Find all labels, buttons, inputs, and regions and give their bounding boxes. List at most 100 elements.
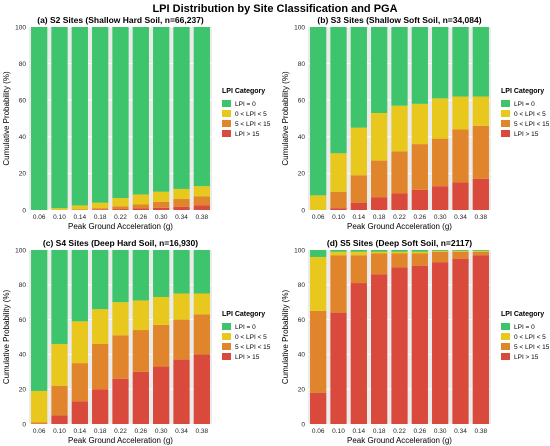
bar-segment: [452, 250, 469, 251]
bar-segment: [31, 422, 48, 424]
y-tick-label: 40: [19, 352, 27, 359]
bar-segment: [391, 251, 408, 254]
x-tick-label: 0.10: [53, 214, 66, 221]
legend-swatch: [501, 323, 510, 330]
panel-c: 0 20 40 60 80 100 0.06 0.10 0.14 0.18 0.22 0.26 0.30…: [2, 238, 271, 445]
bar-segment: [132, 330, 149, 372]
bar-segment: [132, 194, 149, 205]
bar-segment: [411, 27, 428, 104]
y-tick-label: 80: [19, 282, 27, 289]
x-axis-label: Peak Ground Acceleration (g): [68, 436, 173, 445]
bar-segment: [92, 208, 109, 210]
bar-segment: [452, 96, 469, 130]
bar-segment: [132, 204, 149, 209]
legend-entry: 0 < LPI < 5: [235, 111, 267, 118]
legend-swatch: [222, 343, 231, 350]
bar-segment: [153, 207, 170, 210]
x-tick-label: 0.30: [434, 428, 447, 435]
x-tick-label: 0.38: [475, 428, 488, 435]
bar-segment: [173, 319, 190, 360]
bar-segment: [71, 209, 88, 210]
x-tick-label: 0.18: [94, 428, 107, 435]
legend-entry: 5 < LPI < 15: [235, 121, 271, 128]
bar-segment: [452, 258, 469, 424]
bar-segment: [391, 105, 408, 152]
bar-segment: [330, 312, 347, 424]
y-tick-label: 80: [19, 61, 27, 68]
panel-a: 0 20 40 60 80 100 0.06 0.10 0.14 0.18 0.22 0.26 0.30…: [2, 15, 271, 231]
bar-segment: [411, 265, 428, 424]
bar-segment: [51, 208, 68, 210]
panel-d: 0 20 40 60 80 100 0.06 0.10 0.14 0.18 0.22 0.26 0.30…: [281, 238, 550, 445]
bar-segment: [132, 27, 149, 195]
y-tick-label: 20: [298, 171, 306, 178]
bar-segment: [472, 125, 489, 179]
bar-segment: [452, 129, 469, 183]
bar-segment: [173, 250, 190, 294]
bar-segment: [193, 250, 210, 294]
bar-segment: [31, 390, 48, 423]
bar-segment: [173, 188, 190, 200]
legend-swatch: [222, 333, 231, 340]
bar-segment: [350, 283, 367, 424]
bar-segment: [153, 201, 170, 208]
bar-segment: [71, 363, 88, 402]
bar-segment: [132, 250, 149, 301]
bar-segment: [132, 300, 149, 331]
bar-segment: [432, 250, 449, 252]
bar-segment: [92, 343, 109, 390]
x-tick-label: 0.14: [353, 428, 366, 435]
legend-swatch: [222, 110, 231, 117]
panel-title: (b) S3 Sites (Shallow Soft Soil, n=34,08…: [317, 15, 481, 25]
legend-entry: LPI > 15: [514, 131, 539, 138]
bar-segment: [153, 324, 170, 367]
bar-segment: [371, 160, 388, 198]
bar-segment: [371, 274, 388, 424]
x-tick-label: 0.26: [135, 428, 148, 435]
y-tick-label: 40: [298, 134, 306, 141]
bar-segment: [173, 27, 190, 189]
legend-entry: 0 < LPI < 5: [514, 111, 546, 118]
bar-segment: [51, 27, 68, 209]
x-tick-label: 0.06: [312, 214, 325, 221]
legend-entry: LPI > 15: [514, 354, 539, 361]
x-tick-label: 0.22: [393, 428, 406, 435]
bar-segment: [330, 251, 347, 256]
x-tick-label: 0.10: [332, 214, 345, 221]
bar-segment: [153, 366, 170, 424]
bar-segment: [371, 197, 388, 210]
bar-segment: [51, 385, 68, 416]
bar-segment: [92, 202, 109, 209]
y-axis-label: Cumulative Probability (%): [281, 290, 290, 385]
x-tick-label: 0.30: [155, 428, 168, 435]
bar-segment: [330, 255, 347, 313]
bar-segment: [51, 343, 68, 386]
x-tick-label: 0.06: [33, 214, 46, 221]
bar-segment: [310, 310, 327, 393]
legend-entry: 5 < LPI < 15: [514, 344, 550, 351]
bar-segment: [452, 182, 469, 210]
bar-segment: [472, 27, 489, 97]
y-tick-label: 60: [298, 98, 306, 105]
x-tick-label: 0.14: [353, 214, 366, 221]
legend-swatch: [501, 120, 510, 127]
bar-segment: [112, 206, 129, 210]
bar-segment: [310, 392, 327, 424]
bar-segment: [432, 251, 449, 263]
bar-segment: [350, 27, 367, 128]
bar-segment: [411, 144, 428, 190]
bar-segment: [452, 27, 469, 97]
x-axis-label: Peak Ground Acceleration (g): [68, 222, 173, 231]
y-tick-label: 60: [19, 98, 27, 105]
y-tick-label: 60: [298, 317, 306, 324]
y-tick-label: 0: [301, 207, 305, 214]
x-tick-label: 0.06: [33, 428, 46, 435]
bar-segment: [330, 191, 347, 209]
panel-title: (d) S5 Sites (Deep Soft Soil, n=2117): [327, 238, 472, 248]
bar-segment: [112, 27, 129, 199]
bar-segment: [472, 251, 489, 256]
bar-segment: [132, 371, 149, 424]
legend-entry: LPI = 0: [235, 101, 256, 108]
legend-entry: 0 < LPI < 5: [514, 334, 546, 341]
y-tick-label: 0: [22, 207, 26, 214]
